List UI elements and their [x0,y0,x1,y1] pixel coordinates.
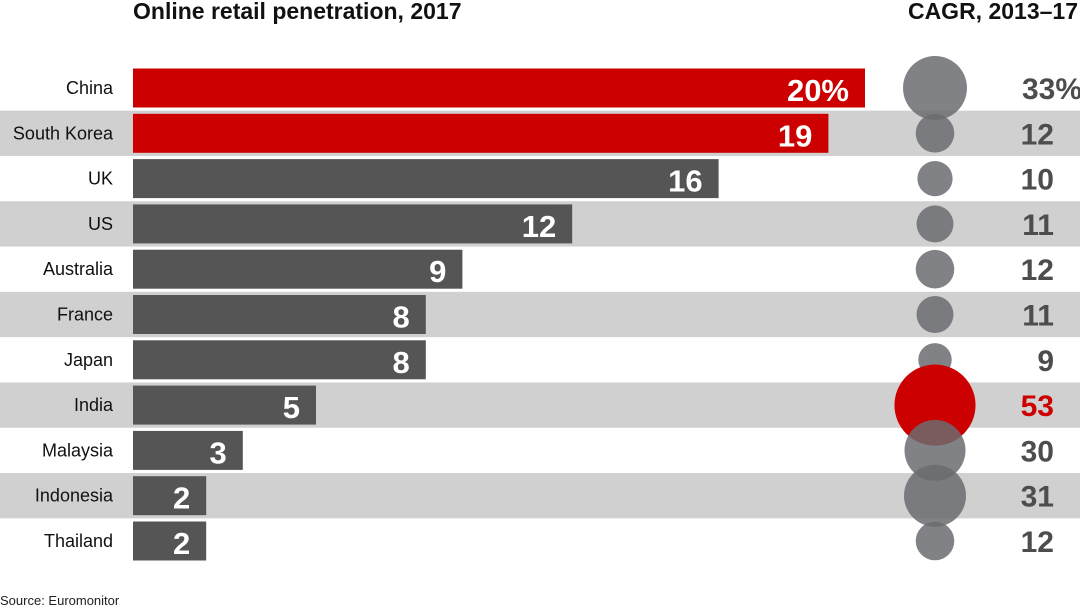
bar-value-label: 12 [522,209,556,244]
category-label: China [66,78,114,98]
bar [133,385,316,425]
bar [133,68,865,108]
cagr-bubble [903,56,967,120]
cagr-value-label: 12 [1021,254,1054,287]
category-label: Japan [64,350,113,370]
bar [133,204,573,244]
bar [133,430,243,470]
category-label: Malaysia [42,440,114,460]
cagr-title: CAGR, 2013–17 [907,0,1078,24]
category-label: India [74,395,114,415]
bar [133,249,463,289]
bar [133,295,426,334]
cagr-value-label: 10 [1021,164,1054,197]
bar [133,159,719,199]
category-label: UK [88,169,113,189]
category-label: South Korea [13,123,114,143]
cagr-bubble [916,205,954,243]
bar-value-label: 3 [210,435,227,470]
cagr-value-label: 31 [1021,481,1054,514]
category-label: France [57,305,113,325]
category-label: Thailand [44,531,113,551]
source-note: Source: Euromonitor [0,593,120,608]
chart: China 20% South Korea 19 UK 16 US 12 Australia 9 F… [0,56,1080,561]
category-label: US [88,214,113,234]
cagr-value-label: 9 [1037,345,1054,378]
category-label: Indonesia [35,486,114,506]
bar-value-label: 20% [787,73,849,108]
category-label: Australia [43,259,114,279]
cagr-value-label: 11 [1022,300,1054,333]
cagr-bubble [915,521,955,561]
bar [133,476,207,516]
cagr-bubble [894,364,976,446]
bar-value-label: 8 [393,300,410,335]
cagr-value-label: 11 [1022,209,1054,242]
cagr-value-label: 12 [1021,526,1054,559]
bar-value-label: 2 [173,481,190,516]
cagr-bubble [917,160,953,197]
cagr-bubble [915,249,955,289]
cagr-value-label: 12 [1021,118,1054,151]
bar-value-label: 5 [283,390,300,425]
bar-value-label: 9 [429,254,446,289]
bar-value-label: 8 [393,345,410,380]
chart-title: Online retail penetration, 2017 [133,0,462,24]
bar [133,340,426,380]
cagr-value-label: 53 [1021,390,1054,423]
cagr-bubble [903,464,967,527]
cagr-bubble [916,296,954,333]
bar-value-label: 19 [778,118,812,153]
bar [133,521,207,561]
cagr-bubble [904,419,966,481]
cagr-value-label: 33% [1022,73,1080,106]
bar-value-label: 2 [173,526,190,561]
bar-value-label: 16 [668,164,702,199]
bar [133,113,829,153]
cagr-bubble [915,114,955,153]
cagr-value-label: 30 [1021,435,1054,468]
